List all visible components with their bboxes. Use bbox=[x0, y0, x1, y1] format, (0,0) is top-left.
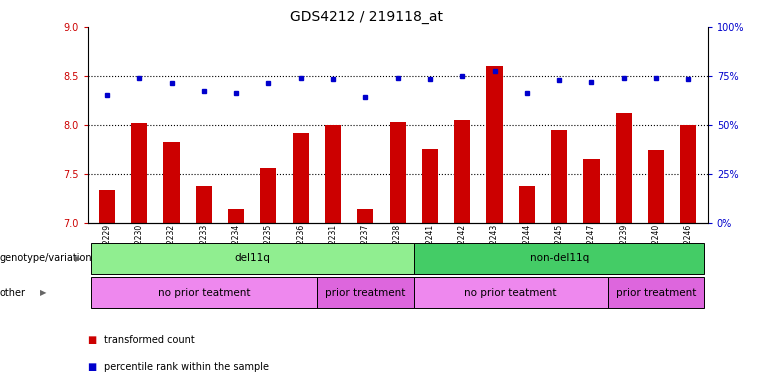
Text: ■: ■ bbox=[88, 335, 97, 345]
Bar bbox=[454, 120, 470, 223]
Bar bbox=[422, 149, 438, 223]
Text: genotype/variation: genotype/variation bbox=[0, 253, 93, 263]
Bar bbox=[648, 150, 664, 223]
Bar bbox=[680, 125, 696, 223]
Bar bbox=[91, 243, 414, 274]
Bar bbox=[551, 130, 567, 223]
Bar bbox=[390, 122, 406, 223]
Text: prior treatment: prior treatment bbox=[325, 288, 406, 298]
Title: GDS4212 / 219118_at: GDS4212 / 219118_at bbox=[290, 10, 443, 25]
Bar bbox=[99, 190, 115, 223]
Bar bbox=[607, 277, 705, 308]
Text: non-del11q: non-del11q bbox=[530, 253, 589, 263]
Bar bbox=[486, 66, 502, 223]
Bar bbox=[196, 185, 212, 223]
Text: no prior teatment: no prior teatment bbox=[464, 288, 557, 298]
Bar bbox=[317, 277, 414, 308]
Bar bbox=[414, 243, 705, 274]
Bar bbox=[616, 113, 632, 223]
Text: other: other bbox=[0, 288, 26, 298]
Bar bbox=[293, 132, 309, 223]
Bar bbox=[584, 159, 600, 223]
Bar bbox=[131, 123, 148, 223]
Bar bbox=[228, 209, 244, 223]
Text: del11q: del11q bbox=[234, 253, 270, 263]
Bar bbox=[414, 277, 607, 308]
Text: prior treatment: prior treatment bbox=[616, 288, 696, 298]
Text: ▶: ▶ bbox=[75, 254, 81, 263]
Text: ■: ■ bbox=[88, 362, 97, 372]
Bar bbox=[357, 209, 374, 223]
Bar bbox=[260, 168, 276, 223]
Bar bbox=[325, 125, 341, 223]
Text: no prior teatment: no prior teatment bbox=[158, 288, 250, 298]
Text: transformed count: transformed count bbox=[104, 335, 195, 345]
Bar bbox=[164, 142, 180, 223]
Bar bbox=[91, 277, 317, 308]
Bar bbox=[519, 185, 535, 223]
Text: ▶: ▶ bbox=[40, 288, 47, 297]
Text: percentile rank within the sample: percentile rank within the sample bbox=[104, 362, 269, 372]
